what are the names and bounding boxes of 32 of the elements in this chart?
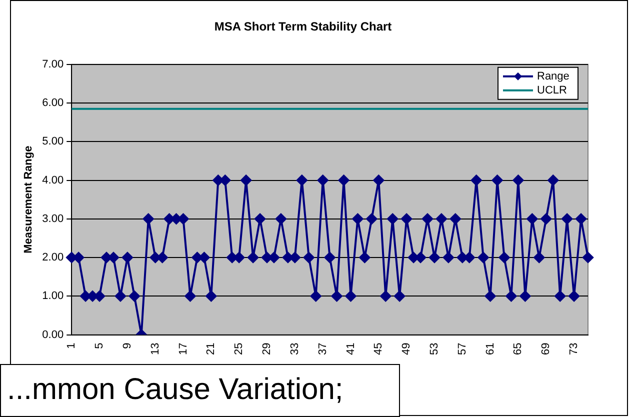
x-tick-label: 65 [512,342,524,356]
x-tick-label: 17 [177,342,190,356]
x-tick-label: 49 [400,342,413,356]
y-tick-label: 2.00 [42,252,64,264]
x-tick-label: 41 [344,342,357,356]
x-tick-label: 61 [484,342,496,356]
x-tick-label: 13 [149,342,162,356]
x-tick-label: 29 [261,342,274,356]
x-tick-label: 69 [540,342,552,356]
x-tick-label: 45 [372,342,385,356]
x-tick-label: 33 [288,342,301,356]
y-tick-label: 0.00 [42,328,64,341]
y-tick-label: 6.00 [42,97,64,110]
legend-label: Range [537,70,570,82]
chart-title: MSA Short Term Stability Chart [214,20,392,34]
y-tick-label: 7.00 [42,58,64,70]
y-tick-label: 3.00 [42,212,64,225]
x-tick-label: 73 [568,342,580,356]
y-tick-label: 5.00 [42,136,64,148]
y-axis-title: Measurement Range [22,146,35,254]
x-tick-label: 21 [205,342,218,356]
x-tick-label: 53 [428,342,441,356]
x-tick-label: 25 [233,342,246,356]
x-tick-label: 57 [456,342,468,356]
x-tick-label: 1 [66,342,78,349]
legend-label: UCLR [537,84,568,96]
text: ...mmon Cause Variation; [7,373,344,406]
x-tick-label: 37 [316,342,329,356]
x-tick-label: 5 [94,342,106,349]
y-tick-label: 4.00 [42,174,64,186]
y-tick-label: 1.00 [42,290,64,302]
x-tick-label: 9 [121,342,134,349]
